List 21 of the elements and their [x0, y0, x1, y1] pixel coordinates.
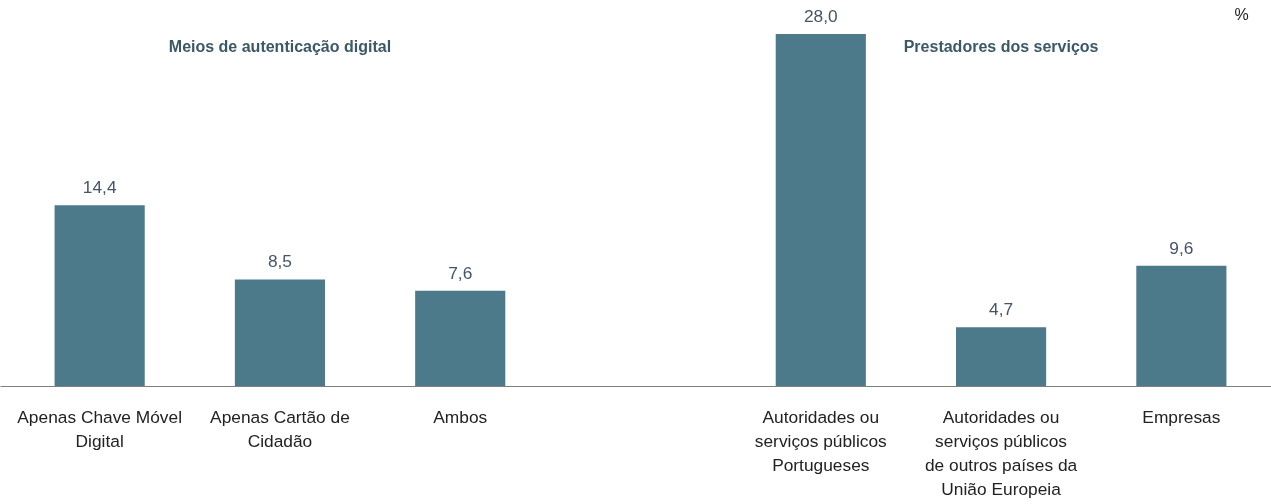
x-tick-label: Empresas — [1142, 406, 1221, 427]
data-label: 14,4 — [82, 177, 117, 198]
data-label: 9,6 — [1169, 237, 1194, 258]
x-tick-label: Apenas Cartão de Cidadão — [210, 406, 350, 451]
annotation: Meios de autenticação digital — [168, 38, 392, 56]
bar — [415, 290, 506, 387]
x-tick-label: Ambos — [433, 406, 488, 427]
annotation: Prestadores dos serviços — [903, 38, 1099, 56]
bar — [1136, 265, 1227, 387]
text: % — [1234, 5, 1249, 23]
bar — [54, 205, 145, 387]
x-tick-label: Apenas Chave Móvel Digital — [17, 406, 183, 451]
data-label: 4,7 — [989, 299, 1014, 320]
bar — [956, 327, 1047, 387]
x-tick-label: Autoridades ou serviços públicos Portugueses — [754, 406, 888, 475]
data-label: 8,5 — [267, 251, 292, 272]
data-label: 28,0 — [803, 5, 838, 26]
x-tick-label: Autoridades ou serviços públicos de outros países da União Europeia — [924, 406, 1078, 499]
bar — [234, 279, 326, 387]
bar — [775, 33, 866, 387]
data-label: 7,6 — [448, 262, 473, 283]
